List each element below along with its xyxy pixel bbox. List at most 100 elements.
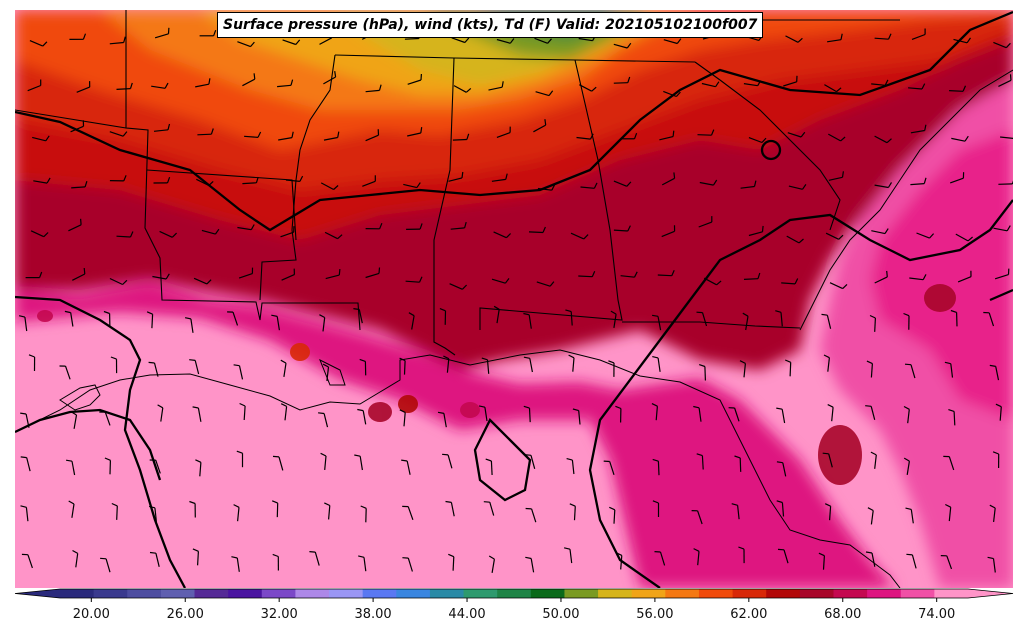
wind-barb-flag (481, 357, 488, 361)
wind-barb (613, 229, 628, 232)
wind-barb-flag (231, 556, 238, 559)
wind-barb-flag (838, 234, 844, 240)
wind-barb (657, 274, 672, 277)
wind-barb-flag (1014, 133, 1017, 138)
wind-barb-flag (280, 359, 287, 364)
wind-barb (993, 227, 1008, 232)
wind-barb (871, 83, 886, 86)
wind-barb (993, 41, 1007, 49)
wind-barb (238, 273, 253, 279)
wind-barb-flag (797, 37, 803, 43)
wind-barb (953, 38, 968, 44)
wind-barb (285, 179, 300, 182)
wind-barb (874, 454, 877, 469)
wind-barb (743, 278, 759, 280)
wind-barb-flag (70, 411, 77, 416)
wind-barb (657, 461, 660, 476)
wind-barb-flag (210, 128, 214, 135)
wind-barb (197, 407, 202, 422)
wind-barb (159, 230, 173, 238)
colorbar-segment (127, 589, 162, 598)
wind-barb (870, 406, 876, 420)
wind-barb-flag (399, 357, 406, 362)
wind-barb (703, 277, 717, 286)
wind-barb-flag (461, 171, 464, 178)
wind-barb-flag (633, 132, 638, 140)
wind-barb-flag (753, 180, 757, 187)
wind-barb-flag (333, 185, 339, 190)
colorbar-segment (799, 589, 834, 598)
wind-barb-flag (20, 412, 27, 415)
wind-barb (781, 282, 796, 285)
wind-barb-flag (250, 224, 255, 230)
wind-barb-flag (157, 404, 164, 409)
wind-barb (528, 231, 544, 234)
colorbar-segment (934, 589, 969, 598)
wind-barb (740, 185, 755, 189)
wind-barb-flag (195, 459, 202, 463)
wind-barb-flag (80, 218, 82, 225)
wind-barb (948, 456, 955, 471)
wind-barb (828, 133, 841, 142)
colorbar-tick-label: 74.00 (918, 607, 956, 622)
wind-barb (871, 230, 886, 235)
colorbar-tick-label: 32.00 (260, 607, 298, 622)
wind-barb-flag (280, 403, 287, 407)
colorbar-outline (14, 588, 1014, 599)
wind-barb (405, 280, 420, 283)
wind-barb (276, 316, 280, 331)
wind-barb (64, 365, 71, 380)
wind-barb (785, 35, 799, 43)
wind-barb-flag (418, 276, 423, 283)
wind-barb-flag (322, 363, 329, 368)
wind-barb (955, 233, 969, 242)
wind-barb (320, 182, 334, 191)
wind-barb-flag (966, 37, 971, 44)
wind-barb (998, 79, 1012, 87)
wind-barb-flag (65, 459, 73, 462)
wind-barb (27, 554, 33, 569)
wind-barb (786, 235, 800, 244)
wind-barb-flag (627, 225, 631, 232)
wind-barb-flag (213, 29, 217, 37)
wind-barb-flag (866, 360, 873, 365)
wind-barb (910, 129, 925, 134)
wind-barb (874, 184, 889, 189)
wind-barb-flag (43, 232, 49, 238)
wind-barb-flag (309, 551, 316, 553)
wind-barb-flag (523, 356, 530, 359)
wind-barb-flag (171, 232, 178, 238)
wind-barb (151, 85, 166, 89)
wind-barb (698, 221, 713, 228)
wind-barb (870, 510, 874, 525)
wind-barb-flag (841, 171, 844, 178)
wind-barb-flag (250, 41, 255, 47)
wind-barb (153, 362, 159, 377)
wind-barb-flag (761, 137, 767, 143)
wind-barb-flag (800, 131, 806, 138)
wind-barb-flag (253, 73, 256, 80)
wind-barb (530, 455, 536, 469)
wind-barb (75, 553, 79, 568)
wind-barb-flag (466, 133, 470, 140)
wind-barb-flag (676, 38, 682, 44)
wind-barb-flag (39, 271, 43, 278)
wind-barb-flag (208, 180, 214, 186)
wind-barb-flag (123, 175, 127, 182)
wind-barb-flag (651, 403, 658, 407)
wind-barb-flag (563, 547, 571, 550)
wind-barb-flag (995, 403, 1002, 408)
wind-barb-flag (948, 409, 955, 412)
wind-barb-flag (271, 500, 278, 504)
wind-barb-flag (886, 270, 888, 277)
wind-barb-flag (794, 278, 799, 285)
wind-barb-flag (505, 173, 508, 180)
wind-barb (25, 413, 30, 428)
wind-barb-flag (776, 500, 783, 504)
wind-barb (403, 360, 406, 375)
wind-barb-flag (673, 172, 676, 179)
wind-barb (109, 41, 124, 45)
wind-barb-flag (164, 82, 169, 89)
wind-barb (743, 363, 746, 378)
wind-barb (71, 186, 86, 189)
